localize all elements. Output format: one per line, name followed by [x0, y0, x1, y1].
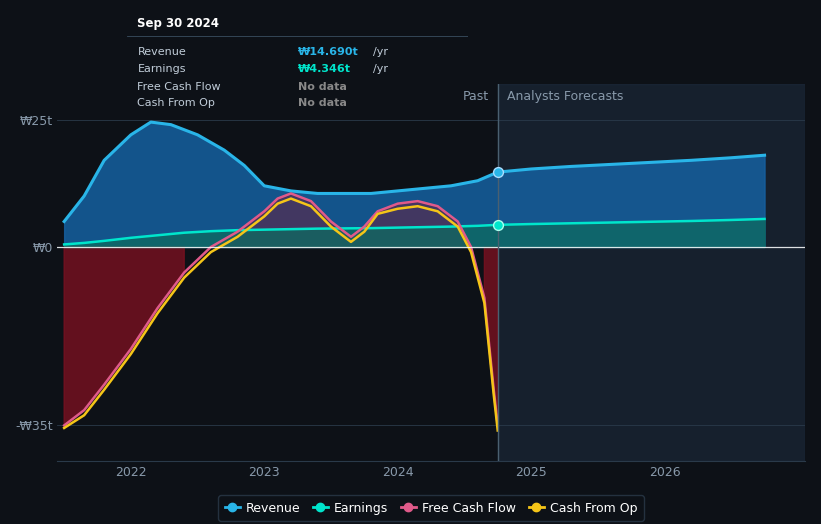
Text: Free Cash Flow: Free Cash Flow — [137, 82, 221, 92]
Bar — [498, 84, 805, 461]
Point — [491, 221, 504, 229]
Text: ₩4.346t: ₩4.346t — [297, 64, 351, 74]
Text: Revenue: Revenue — [137, 47, 186, 57]
Text: Cash From Op: Cash From Op — [137, 98, 215, 108]
Text: Analysts Forecasts: Analysts Forecasts — [507, 90, 623, 103]
Text: No data: No data — [297, 82, 346, 92]
Text: Past: Past — [462, 90, 488, 103]
Text: No data: No data — [297, 98, 346, 108]
Text: /yr: /yr — [373, 47, 388, 57]
Legend: Revenue, Earnings, Free Cash Flow, Cash From Op: Revenue, Earnings, Free Cash Flow, Cash … — [218, 495, 644, 521]
Text: ₩14.690t: ₩14.690t — [297, 47, 358, 57]
Text: Earnings: Earnings — [137, 64, 186, 74]
Text: Sep 30 2024: Sep 30 2024 — [137, 17, 219, 30]
Text: /yr: /yr — [373, 64, 388, 74]
Point — [491, 168, 504, 176]
